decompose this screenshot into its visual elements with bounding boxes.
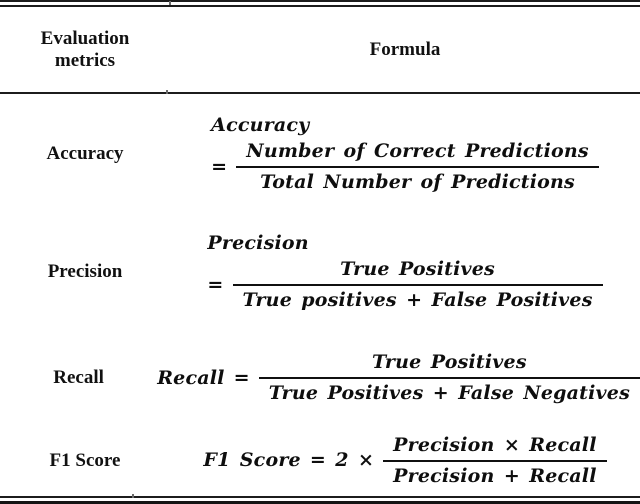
- equals-sign: = 2 ×: [309, 449, 375, 472]
- fraction-bar: [232, 283, 603, 286]
- fraction-denominator: True positives + False Positives: [242, 288, 593, 311]
- metric-label: Accuracy: [46, 143, 124, 165]
- header-separator-rule: [0, 90, 640, 95]
- fraction-bar: [236, 165, 599, 168]
- fraction: Number of Correct Predictions Total Numb…: [236, 139, 599, 194]
- fraction: True Positives True Positives + False Ne…: [258, 350, 640, 405]
- fraction-numerator: True Positives: [340, 258, 495, 281]
- table-row-accuracy: Accuracy Accuracy = Number of Correct Pr…: [0, 95, 640, 213]
- table-row-recall: Recall Recall = True Positives True Posi…: [0, 331, 640, 425]
- formula-lhs: Accuracy: [211, 114, 310, 137]
- formula-lhs: F1 Score: [203, 449, 301, 472]
- fraction-bar: [383, 459, 607, 462]
- metric-label: Precision: [47, 261, 123, 283]
- table-row-precision: Precision Precision = True Positives Tru…: [0, 213, 640, 331]
- fraction-numerator: True Positives: [371, 351, 527, 374]
- fraction-numerator: Precision × Recall: [393, 433, 597, 456]
- formula-accuracy: Accuracy = Number of Correct Predictions…: [211, 113, 599, 194]
- table-row-f1-score: F1 Score F1 Score = 2 × Precision × Reca…: [0, 425, 640, 496]
- header-evaluation-metrics: Evaluation metrics: [0, 7, 170, 92]
- formula-recall: Recall = True Positives True Positives +…: [157, 350, 640, 405]
- equals-sign: =: [233, 366, 250, 389]
- column-border-tick: [132, 494, 134, 498]
- metric-label: Recall: [53, 367, 104, 389]
- fraction-denominator: True Positives + False Negatives: [268, 382, 630, 404]
- equals-sign: =: [207, 273, 224, 296]
- header-formula-label: Formula: [369, 38, 441, 60]
- equals-sign: =: [211, 155, 228, 178]
- fraction: True Positives True positives + False Po…: [232, 257, 603, 312]
- formula-lhs: Recall: [157, 366, 225, 389]
- table-header-row: Evaluation metrics Formula: [0, 7, 640, 92]
- formula-precision: Precision = True Positives True positive…: [207, 231, 603, 312]
- formula-lhs: Precision: [207, 232, 309, 255]
- column-border-tick: [169, 1, 171, 5]
- metric-label: F1 Score: [49, 449, 121, 471]
- fraction-denominator: Total Number of Predictions: [260, 170, 575, 193]
- fraction-bar: [258, 377, 640, 379]
- formula-f1-score: F1 Score = 2 × Precision × Recall Precis…: [203, 433, 607, 488]
- table-bottom-double-rule: [0, 494, 640, 504]
- header-formula: Formula: [170, 7, 640, 92]
- fraction-numerator: Number of Correct Predictions: [246, 140, 589, 163]
- table-top-double-rule: [0, 0, 640, 7]
- column-border-tick: [166, 90, 168, 94]
- header-evaluation-metrics-label: Evaluation metrics: [40, 27, 130, 71]
- fraction-denominator: Precision + Recall: [393, 464, 597, 487]
- fraction: Precision × Recall Precision + Recall: [383, 433, 607, 488]
